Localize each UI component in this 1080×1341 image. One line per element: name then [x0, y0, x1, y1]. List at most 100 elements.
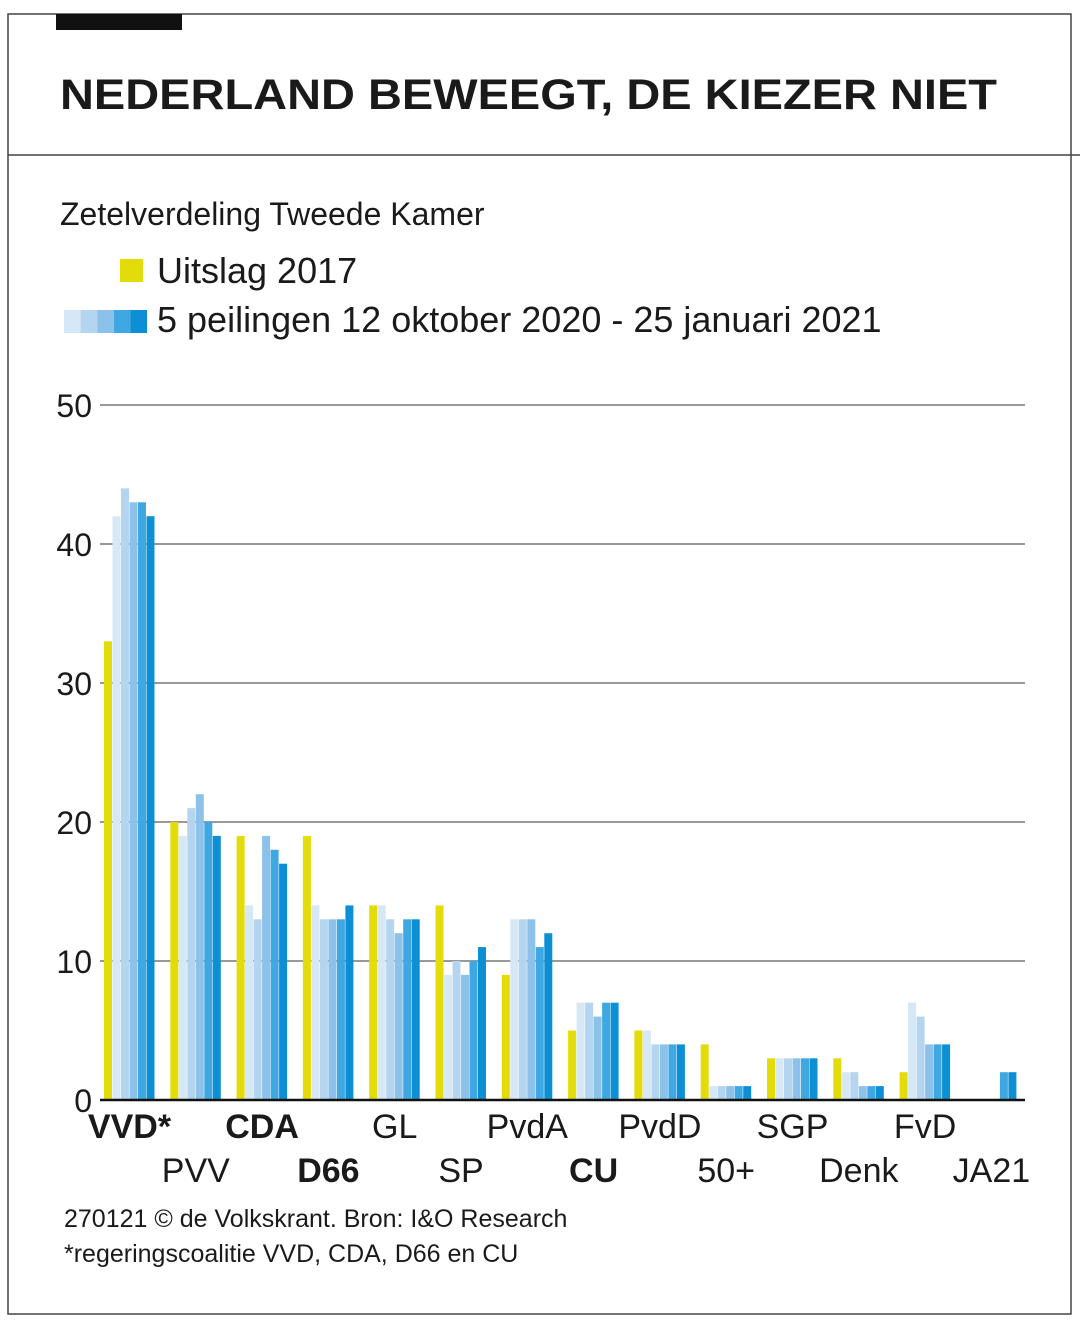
bar: [916, 1016, 925, 1100]
bar: [726, 1086, 735, 1100]
bar: [319, 919, 328, 1100]
legend-swatch: [120, 259, 143, 282]
bar: [501, 974, 510, 1100]
frame: [7, 13, 1072, 1315]
bar: [775, 1058, 784, 1100]
bar: [908, 1002, 917, 1100]
bar: [642, 1030, 651, 1100]
x-tick-label: 50+: [697, 1152, 755, 1190]
bar: [253, 919, 262, 1100]
bar: [121, 488, 129, 1100]
bar: [187, 808, 196, 1100]
legend-label: 5 peilingen 12 oktober 2020 - 25 januari…: [157, 299, 882, 340]
bar: [245, 905, 254, 1100]
bar: [999, 1072, 1008, 1100]
bar: [394, 933, 403, 1100]
bar: [634, 1030, 643, 1100]
x-tick-label: GL: [372, 1108, 417, 1146]
bar: [858, 1086, 867, 1100]
bar: [801, 1058, 809, 1100]
x-tick-label: D66: [297, 1152, 359, 1190]
bar: [767, 1058, 775, 1100]
legend-swatch: [80, 310, 98, 333]
bar: [717, 1086, 726, 1100]
legend-swatch: [113, 310, 131, 333]
bar: [328, 919, 337, 1100]
bar: [270, 849, 279, 1100]
bar: [576, 1002, 585, 1100]
x-tick-label: JA21: [953, 1152, 1031, 1190]
bar: [875, 1086, 884, 1100]
bar: [527, 919, 536, 1100]
bar: [104, 641, 112, 1100]
bar: [377, 905, 386, 1100]
bar: [942, 1044, 951, 1100]
bar: [850, 1072, 859, 1100]
y-tick-label: 0: [74, 1083, 92, 1119]
y-tick-label: 50: [56, 388, 92, 424]
bar: [1008, 1072, 1017, 1100]
y-tick-label: 40: [56, 527, 92, 563]
bar: [734, 1086, 743, 1100]
bar: [369, 905, 378, 1100]
bar: [510, 919, 519, 1100]
bar: [469, 961, 478, 1100]
note: *regeringscoalitie VVD, CDA, D66 en CU: [64, 1240, 518, 1268]
bar: [568, 1030, 577, 1100]
bar: [138, 502, 146, 1100]
bar: [743, 1086, 752, 1100]
x-tick-label: CDA: [225, 1108, 299, 1146]
chart-title: NEDERLAND BEWEEGT, DE KIEZER NIET: [60, 71, 997, 119]
bar: [610, 1002, 619, 1100]
x-tick-label: CU: [569, 1152, 618, 1190]
bar: [146, 516, 155, 1100]
bar: [593, 1016, 602, 1100]
bar: [336, 919, 345, 1100]
bar: [867, 1086, 876, 1100]
bar: [899, 1072, 908, 1100]
legend-swatch: [97, 310, 114, 333]
bar: [925, 1044, 934, 1100]
bar: [478, 947, 486, 1100]
bar: [659, 1044, 668, 1100]
bar: [279, 863, 288, 1100]
bar: [212, 835, 221, 1100]
bar: [651, 1044, 660, 1100]
legend-swatch: [130, 310, 147, 333]
bar: [311, 905, 320, 1100]
bar: [195, 794, 204, 1100]
x-tick-label: VVD*: [88, 1108, 172, 1146]
bar: [236, 835, 245, 1100]
x-tick-label: Denk: [819, 1152, 899, 1190]
y-tick-label: 20: [56, 805, 92, 841]
bar: [700, 1044, 709, 1100]
legend-label: Uitslag 2017: [157, 250, 357, 291]
x-tick-label: FvD: [894, 1108, 956, 1146]
y-tick-label: 10: [56, 944, 92, 980]
bar: [544, 933, 553, 1100]
bar: [411, 919, 420, 1100]
bar: [676, 1044, 685, 1100]
note: 270121 © de Volkskrant. Bron: I&O Resear…: [64, 1205, 567, 1233]
bar: [435, 905, 444, 1100]
x-tick-label: PvdA: [487, 1108, 569, 1146]
x-tick-label: SGP: [757, 1108, 829, 1146]
bar: [204, 822, 213, 1100]
bar: [602, 1002, 611, 1100]
x-tick-label: PVV: [162, 1152, 230, 1190]
bar: [444, 974, 452, 1100]
x-tick-label: PvdD: [618, 1108, 701, 1146]
y-tick-label: 30: [56, 666, 92, 702]
x-tick-label: SP: [438, 1152, 483, 1190]
bar: [518, 919, 527, 1100]
bar: [302, 835, 311, 1100]
bar: [112, 516, 121, 1100]
bar: [668, 1044, 677, 1100]
bar: [535, 947, 544, 1100]
bar: [833, 1058, 842, 1100]
bar: [792, 1058, 801, 1100]
bar: [933, 1044, 942, 1100]
bar: [386, 919, 395, 1100]
bar: [784, 1058, 792, 1100]
